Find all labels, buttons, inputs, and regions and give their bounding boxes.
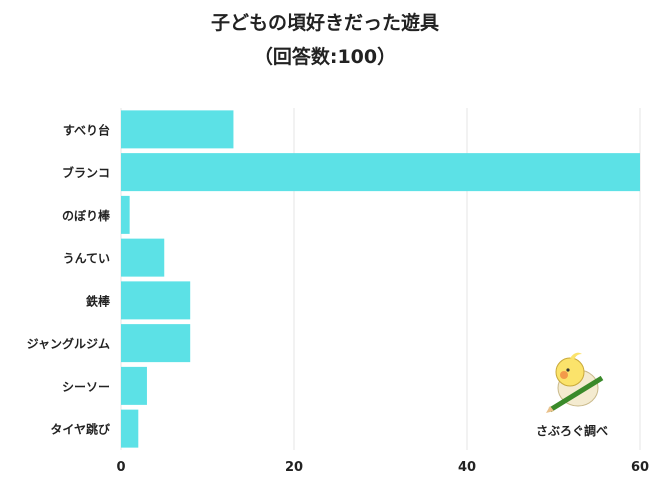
chart-subtitle: （回答数:100） bbox=[253, 46, 397, 68]
chart-title: 子どもの頃好きだった遊具 bbox=[210, 12, 439, 34]
bar-8 bbox=[121, 409, 139, 448]
category-label: ジャングルジム bbox=[27, 336, 110, 351]
category-label: うんてい bbox=[63, 252, 110, 266]
category-label: のぼり棒 bbox=[62, 208, 111, 223]
bird-logo-icon bbox=[546, 352, 604, 413]
bar-7 bbox=[121, 366, 147, 405]
bar-5 bbox=[121, 281, 191, 320]
category-label: 鉄棒 bbox=[86, 293, 111, 308]
x-tick-label: 0 bbox=[116, 460, 125, 475]
x-tick-label: 20 bbox=[285, 460, 303, 475]
category-label: ブランコ bbox=[62, 165, 110, 180]
category-label: シーソー bbox=[62, 380, 110, 394]
category-label: タイヤ跳び bbox=[50, 422, 111, 437]
bar-6 bbox=[121, 324, 191, 363]
bar-4 bbox=[121, 238, 165, 277]
bar-2 bbox=[121, 153, 640, 192]
logo-text: さぶろぐ調べ bbox=[536, 424, 609, 438]
bar-3 bbox=[121, 195, 130, 234]
category-label: すべり台 bbox=[63, 122, 110, 137]
bar-1 bbox=[121, 110, 234, 149]
x-tick-label: 40 bbox=[458, 460, 476, 475]
x-tick-label: 60 bbox=[631, 460, 649, 475]
